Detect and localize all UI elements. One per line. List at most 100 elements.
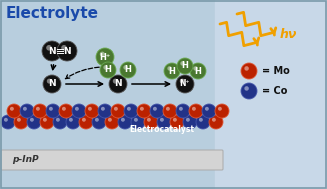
Text: p-InP: p-InP [12,156,39,164]
Text: H: H [195,67,201,75]
Circle shape [53,115,67,129]
Circle shape [181,61,185,66]
Text: Electrocatalyst: Electrocatalyst [129,125,195,133]
Circle shape [193,66,198,71]
Text: N: N [48,46,56,56]
Circle shape [14,115,28,129]
Circle shape [127,107,131,111]
Circle shape [209,115,223,129]
Text: H: H [105,66,112,74]
Circle shape [167,66,172,71]
Text: Electrolyte: Electrolyte [6,6,99,21]
Circle shape [46,104,60,118]
Circle shape [4,118,8,122]
Circle shape [153,107,157,111]
Circle shape [100,62,116,78]
Circle shape [79,115,93,129]
Circle shape [170,115,184,129]
Circle shape [66,115,80,129]
Circle shape [69,118,73,122]
Circle shape [164,63,180,79]
Circle shape [205,107,209,111]
Bar [215,0,327,189]
Circle shape [85,104,99,118]
Circle shape [49,107,53,111]
Circle shape [160,118,164,122]
Circle shape [190,63,206,79]
Circle shape [120,62,136,78]
Text: N: N [114,80,122,88]
Circle shape [92,115,106,129]
FancyBboxPatch shape [1,150,223,170]
Circle shape [57,41,77,61]
Circle shape [157,115,171,129]
Circle shape [88,107,92,111]
Text: H: H [168,67,176,75]
Circle shape [100,52,105,57]
Circle shape [95,118,99,122]
Circle shape [121,118,125,122]
Circle shape [47,79,52,84]
Text: N: N [48,80,56,88]
Text: hν: hν [280,28,297,40]
Circle shape [109,75,127,93]
Text: N: N [63,46,71,56]
Circle shape [150,104,164,118]
Circle shape [1,115,15,129]
Circle shape [72,104,86,118]
Circle shape [56,118,60,122]
Circle shape [43,75,61,93]
Circle shape [137,104,151,118]
Text: H: H [181,61,188,70]
Circle shape [196,115,210,129]
Text: N⁺: N⁺ [180,80,190,88]
Circle shape [61,45,67,51]
Circle shape [33,104,47,118]
Circle shape [82,118,86,122]
Circle shape [186,118,190,122]
Circle shape [36,107,40,111]
Circle shape [98,104,112,118]
Circle shape [192,107,196,111]
Circle shape [144,115,158,129]
Circle shape [199,118,203,122]
Circle shape [183,115,197,129]
Circle shape [17,118,21,122]
Circle shape [244,86,249,91]
Circle shape [202,104,216,118]
Circle shape [7,104,21,118]
Circle shape [103,65,108,70]
Circle shape [212,118,216,122]
Circle shape [140,107,144,111]
Circle shape [123,65,128,70]
Circle shape [27,115,41,129]
Circle shape [113,79,118,84]
Circle shape [147,118,151,122]
Circle shape [96,48,114,66]
Circle shape [134,118,138,122]
Circle shape [131,115,145,129]
Circle shape [118,115,132,129]
Circle shape [218,107,222,111]
Circle shape [30,118,34,122]
Circle shape [62,107,66,111]
Circle shape [163,104,177,118]
Text: = Co: = Co [262,86,287,96]
Circle shape [179,107,183,111]
Text: = Mo: = Mo [262,66,290,76]
Circle shape [75,107,79,111]
Text: H: H [125,66,131,74]
Circle shape [124,104,138,118]
Circle shape [23,107,27,111]
Circle shape [166,107,170,111]
Circle shape [101,107,105,111]
Circle shape [59,104,73,118]
Circle shape [241,63,257,79]
Circle shape [43,118,47,122]
Circle shape [42,41,62,61]
Circle shape [189,104,203,118]
Circle shape [244,66,249,71]
Circle shape [173,118,177,122]
Circle shape [180,79,185,84]
Circle shape [176,104,190,118]
